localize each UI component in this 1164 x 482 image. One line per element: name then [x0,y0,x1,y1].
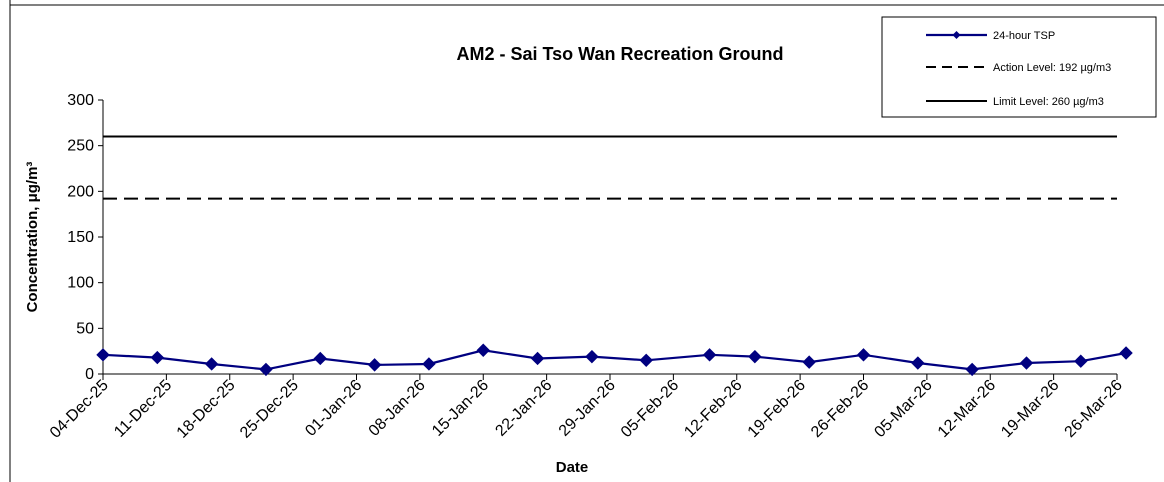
x-tick-label: 19-Mar-26 [998,377,1062,441]
y-tick-label: 250 [67,138,94,155]
data-point-tsp [965,362,979,377]
legend-label: Limit Level: 260 µg/m3 [993,96,1104,108]
chart-title: AM2 - Sai Tso Wan Recreation Ground [456,44,783,64]
y-tick-label: 50 [76,320,94,337]
data-point-tsp [530,351,545,366]
x-tick-label: 12-Feb-26 [681,377,745,441]
x-tick-label: 01-Jan-26 [302,377,365,440]
data-point-tsp [1019,356,1034,370]
x-tick-label: 08-Jan-26 [366,377,429,440]
data-point-tsp [802,355,816,369]
data-point-tsp [150,350,165,365]
data-point-tsp [259,362,273,377]
x-tick-label: 18-Dec-25 [174,377,239,442]
data-point-tsp [204,357,219,371]
y-tick-label: 0 [85,366,94,383]
data-point-tsp [748,349,762,364]
x-axis-label: Date [556,459,589,476]
legend: 24-hour TSP Action Level: 192 µg/m3 Limit … [881,16,1157,118]
data-point-tsp [1119,346,1133,360]
data-point-tsp [639,353,653,368]
x-tick-label: 22-Jan-26 [492,377,555,440]
x-tick-label: 05-Feb-26 [618,377,682,441]
data-point-tsp [702,348,717,362]
data-point-tsp [856,348,871,362]
data-point-tsp [313,351,327,366]
x-tick-label: 11-Dec-25 [111,377,175,441]
legend-label: 24-hour TSP [993,30,1055,42]
data-point-tsp [367,358,382,372]
y-tick-label: 100 [67,275,94,292]
series-line-tsp [102,349,1127,371]
data-point-tsp [476,343,490,357]
plot-area: 0 50 100 150 200 250 300 04-Dec-25 11-Dec-2518-D… [47,92,1133,442]
data-point-tsp [96,348,110,362]
y-tick-label: 150 [67,229,94,246]
data-point-tsp [585,349,599,364]
legend-swatch-marker [952,31,961,39]
y-tick-label: 300 [67,92,94,109]
x-tick-label: 04-Dec-25 [47,377,112,442]
x-tick-label: 05-Mar-26 [871,377,935,441]
data-point-tsp [1074,354,1088,368]
x-tick-label: 12-Mar-26 [935,377,999,441]
x-tick-label: 25-Dec-25 [237,377,302,442]
y-tick-label: 200 [67,183,94,200]
x-tick-label: 19-Feb-26 [745,377,809,441]
y-axis-label: Concentration, μg/m³ [24,162,41,313]
legend-label: Action Level: 192 µg/m3 [993,62,1111,74]
data-point-tsp [911,356,925,370]
x-tick-label: 15-Jan-26 [429,377,492,440]
x-tick-label: 26-Mar-26 [1062,377,1126,441]
x-tick-label: 26-Feb-26 [808,377,872,441]
data-point-tsp [422,357,436,371]
x-tick-label: 29-Jan-26 [556,377,619,440]
